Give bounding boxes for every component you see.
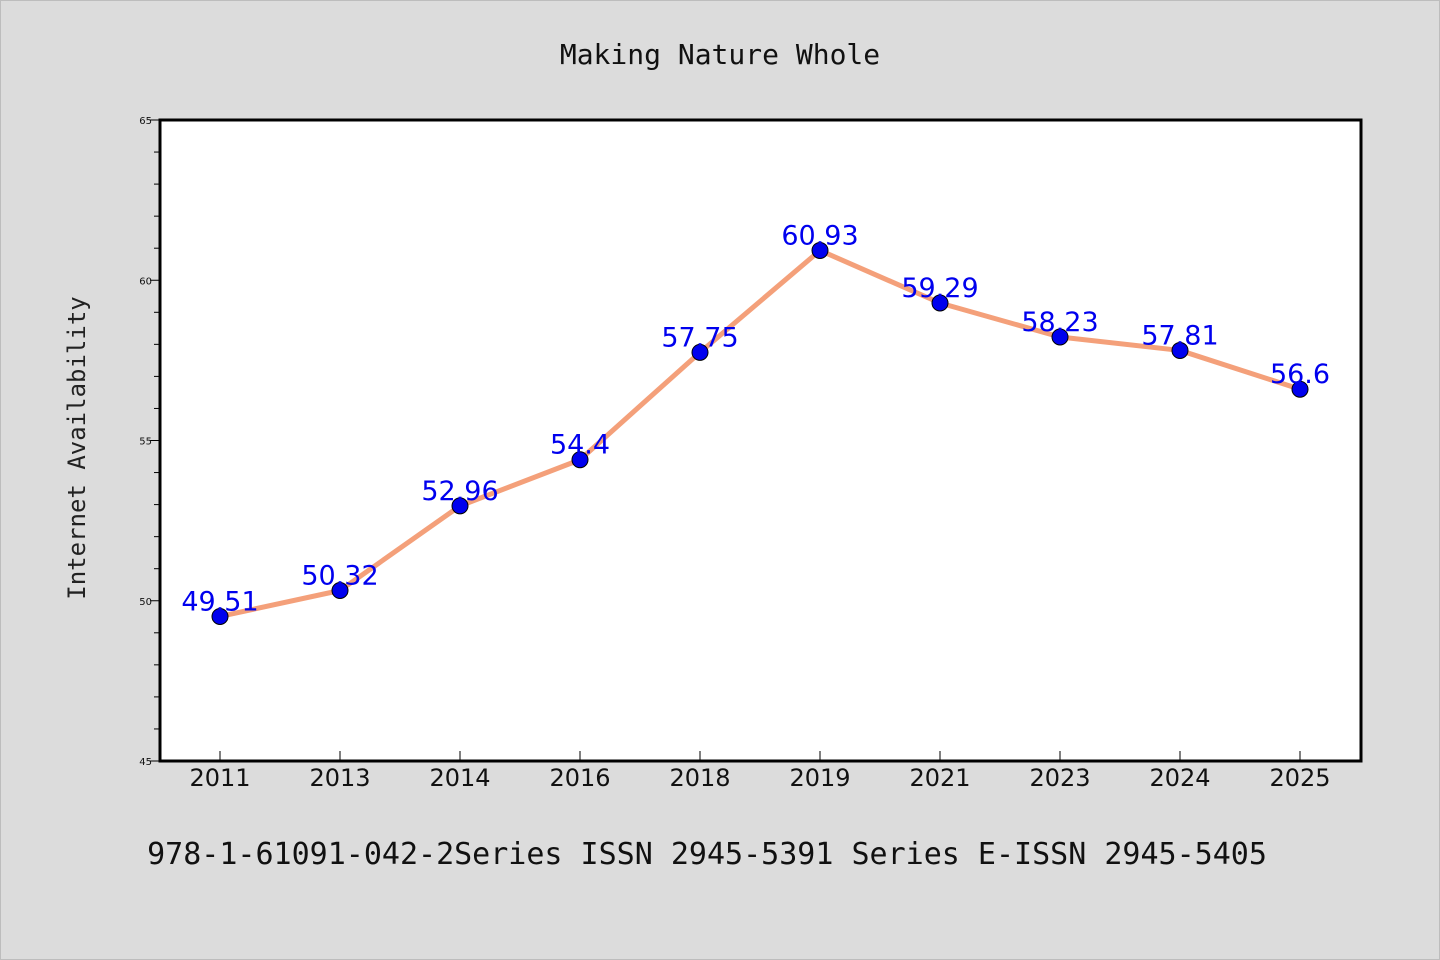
data-label: 57.75 (661, 322, 738, 353)
x-tick-label: 2018 (669, 764, 730, 792)
x-tick-label: 2016 (549, 764, 610, 792)
x-tick-label: 2011 (189, 764, 250, 792)
x-tick-label: 2024 (1149, 764, 1210, 792)
data-label: 50.32 (301, 560, 378, 591)
data-point (451, 497, 469, 515)
data-label: 57.81 (1141, 320, 1218, 351)
data-point (1051, 328, 1069, 346)
y-tick-label: 55 (139, 437, 152, 448)
x-axis: 2011 2013 2014 2016 2018 2019 2021 2023 2024 2025 (189, 751, 1331, 792)
data-label: 49.51 (181, 586, 258, 617)
chart-title: Making Nature Whole (560, 38, 880, 71)
y-axis: 45 50 55 60 65 (139, 116, 160, 768)
data-point (1291, 380, 1309, 398)
x-tick-label: 2019 (789, 764, 850, 792)
data-point (571, 451, 589, 469)
footer-text: 978-1-61091-042-2Series ISSN 2945-5391 S… (147, 837, 1267, 872)
data-label: 59.29 (901, 273, 978, 304)
data-label: 58.23 (1021, 307, 1098, 338)
y-axis-label: Internet Availability (63, 296, 91, 599)
plot-area (158, 118, 1363, 763)
data-label: 54.4 (550, 430, 610, 461)
series-line (217, 247, 1303, 619)
x-tick-label: 2013 (309, 764, 370, 792)
x-tick-label: 2014 (429, 764, 490, 792)
series-layer: 49.51 50.32 52.96 54.4 57.75 60.93 59.29 58.23 5… (181, 220, 1330, 625)
x-tick-label: 2021 (909, 764, 970, 792)
x-tick-label: 2025 (1269, 764, 1330, 792)
y-tick-label: 45 (139, 757, 152, 768)
data-label: 60.93 (781, 220, 858, 251)
x-tick-label: 2023 (1029, 764, 1090, 792)
data-label: 56.6 (1270, 359, 1330, 390)
data-point (1171, 341, 1189, 359)
data-point (931, 294, 949, 312)
data-point (211, 607, 229, 625)
data-point (811, 241, 829, 259)
y-tick-label: 50 (139, 597, 152, 608)
y-tick-label: 60 (139, 276, 152, 287)
data-label: 52.96 (421, 476, 498, 507)
data-point (691, 343, 709, 361)
y-tick-label: 65 (139, 116, 152, 127)
data-point (331, 581, 349, 599)
